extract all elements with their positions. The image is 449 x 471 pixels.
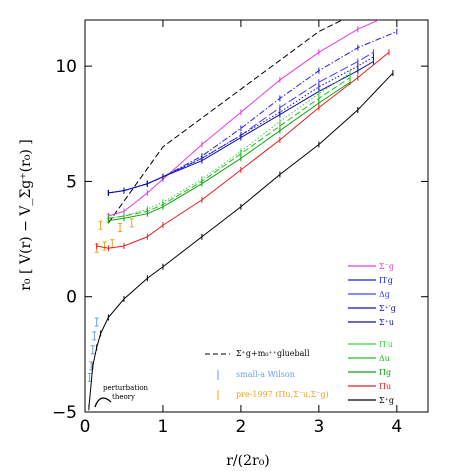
series-7-line	[108, 81, 351, 222]
y-axis-label: r₀ [ V(r) − V_Σg⁺(r₀) ]	[18, 139, 34, 291]
legend-label: Δu	[379, 354, 390, 363]
x-tick-label: 2	[235, 417, 246, 437]
legend-label: Πu	[379, 382, 391, 391]
legend-label: Σ⁺u	[379, 318, 394, 327]
y-tick-label: −5	[52, 403, 77, 423]
legend-label: Σ⁺′g	[379, 304, 396, 313]
x-tick-label: 0	[80, 417, 91, 437]
extra-series-0-line	[107, 20, 344, 224]
y-axis: −5 0 5 10	[52, 57, 428, 423]
series-group	[87, 20, 398, 411]
series-layer	[87, 20, 398, 411]
legend-label: Δg	[379, 290, 390, 299]
annotation-wilson: small-a Wilson	[236, 370, 295, 379]
x-tick-label: 4	[391, 417, 402, 437]
annotation-perturbation: perturbation	[103, 384, 149, 392]
y-tick-label: 10	[55, 57, 77, 77]
series-3-line	[108, 56, 374, 194]
legend-label: Σ⁺g	[379, 396, 394, 405]
series-9-line	[88, 72, 394, 408]
y-tick-label: 0	[66, 288, 77, 308]
x-tick-label: 1	[158, 417, 169, 437]
annotation-markers	[94, 353, 230, 408]
x-axis-label: r/(2r₀)	[226, 453, 270, 469]
legend: Σ⁻g Π′g Δg Σ⁺′g Σ⁺u Π′u Δu Πg Πu Σ⁺g	[94, 262, 396, 408]
plot-border	[84, 19, 429, 413]
x-axis: 0 1 2 3 4	[80, 20, 402, 437]
legend-label: Π′u	[379, 340, 393, 349]
perturbation-curve	[94, 397, 112, 408]
series-8-line	[96, 51, 390, 249]
plot-frame	[84, 19, 429, 413]
x-tick-label: 3	[313, 417, 324, 437]
legend-label: Π′g	[379, 276, 393, 285]
annotation-theory: theory	[112, 393, 135, 401]
series-0-line	[108, 20, 380, 217]
annotation-glueball: Σ⁺g+m₀⁺⁺glueball	[236, 349, 310, 358]
legend-label: Σ⁻g	[379, 262, 394, 271]
series-1-line	[108, 31, 398, 194]
annotation-pre1997: pre-1997 (Πu,Σ⁻u,Σ⁻g)	[236, 390, 329, 399]
y-tick-label: 5	[66, 172, 77, 192]
legend-label: Πg	[379, 368, 391, 377]
